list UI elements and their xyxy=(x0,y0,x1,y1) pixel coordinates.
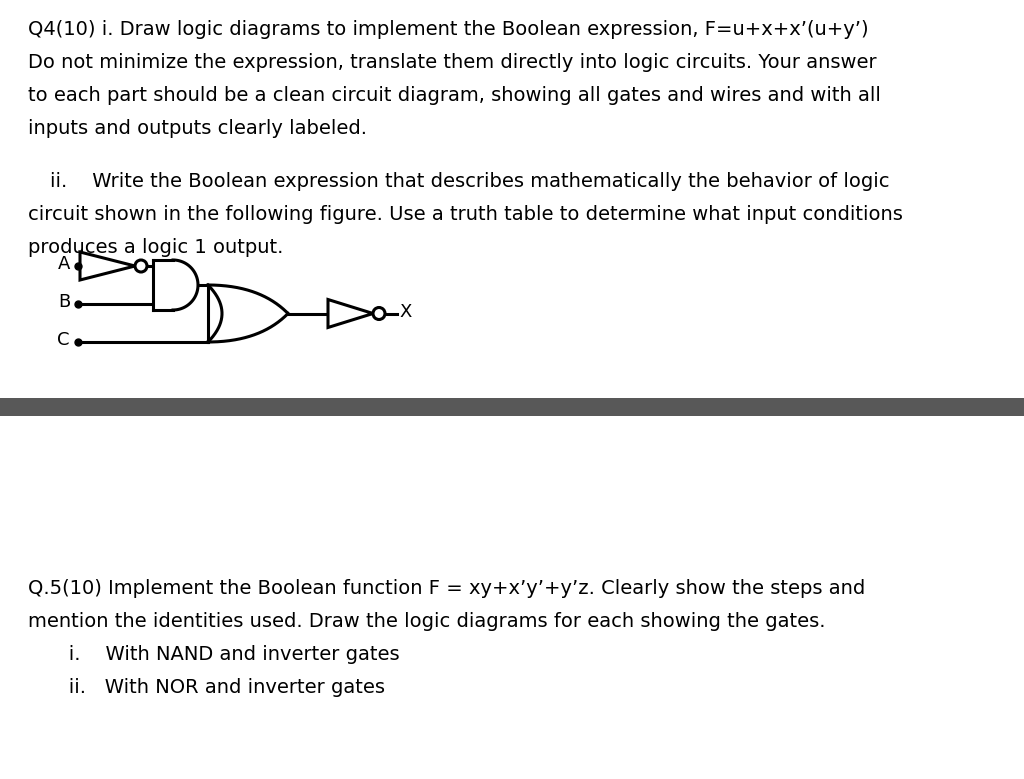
Circle shape xyxy=(135,260,147,272)
Text: i.    With NAND and inverter gates: i. With NAND and inverter gates xyxy=(50,645,399,664)
Text: ii.   With NOR and inverter gates: ii. With NOR and inverter gates xyxy=(50,678,385,697)
Text: B: B xyxy=(57,293,70,311)
Polygon shape xyxy=(328,299,373,327)
Text: A: A xyxy=(57,255,70,273)
Text: ii.    Write the Boolean expression that describes mathematically the behavior o: ii. Write the Boolean expression that de… xyxy=(50,172,890,191)
Text: Do not minimize the expression, translate them directly into logic circuits. You: Do not minimize the expression, translat… xyxy=(28,53,877,72)
Text: C: C xyxy=(57,331,70,349)
Polygon shape xyxy=(153,260,198,310)
Polygon shape xyxy=(80,252,135,280)
Text: circuit shown in the following figure. Use a truth table to determine what input: circuit shown in the following figure. U… xyxy=(28,205,903,224)
Text: X: X xyxy=(399,302,412,320)
Circle shape xyxy=(373,308,385,319)
Text: to each part should be a clean circuit diagram, showing all gates and wires and : to each part should be a clean circuit d… xyxy=(28,86,881,105)
Text: mention the identities used. Draw the logic diagrams for each showing the gates.: mention the identities used. Draw the lo… xyxy=(28,612,825,631)
Text: Q4(10) i. Draw logic diagrams to implement the Boolean expression, F=u+x+x’(u+y’: Q4(10) i. Draw logic diagrams to impleme… xyxy=(28,20,868,39)
Polygon shape xyxy=(208,285,288,342)
Text: produces a logic 1 output.: produces a logic 1 output. xyxy=(28,238,284,257)
Text: Q.5(10) Implement the Boolean function F = xy+x’y’+y’z. Clearly show the steps a: Q.5(10) Implement the Boolean function F… xyxy=(28,579,865,598)
Bar xyxy=(0,398,1024,416)
Text: inputs and outputs clearly labeled.: inputs and outputs clearly labeled. xyxy=(28,119,367,138)
